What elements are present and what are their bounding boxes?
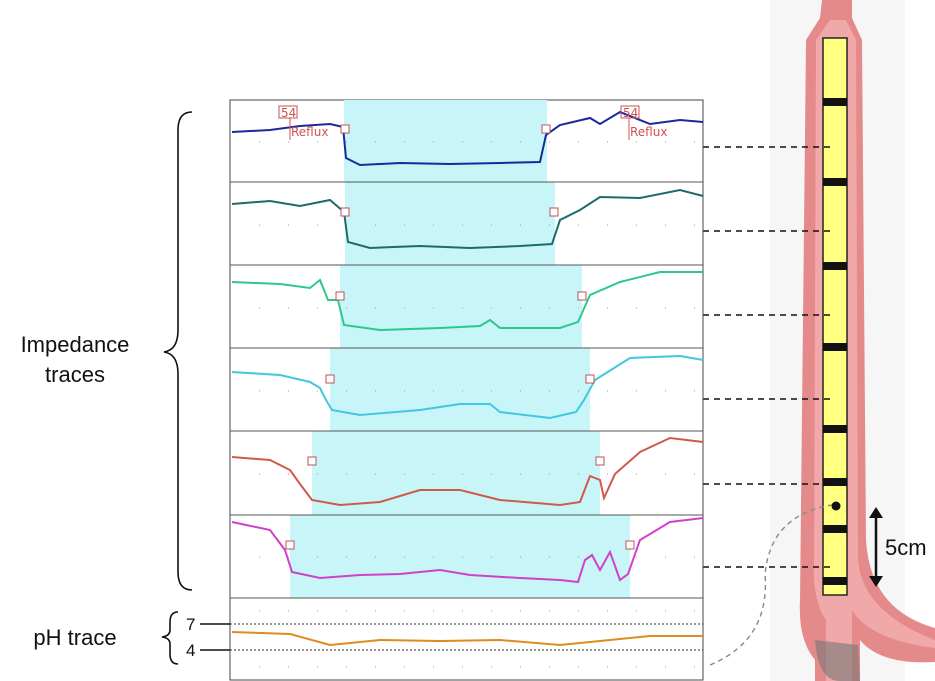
leader-lines [703, 146, 833, 666]
esophagus [770, 0, 935, 681]
ph-label: pH trace [33, 625, 116, 650]
catheter [822, 37, 848, 596]
ph-tick-label: 4 [186, 641, 195, 660]
event-label: Reflux [630, 125, 667, 139]
impedance-label: Impedance [21, 332, 130, 357]
event-marker: 54 [623, 106, 638, 120]
impedance-brace [163, 111, 193, 591]
event-label: Reflux [291, 125, 328, 139]
ph-brace [161, 611, 179, 665]
impedance-label: traces [45, 362, 105, 387]
scale-label: 5cm [885, 535, 927, 560]
ph-tick-label: 7 [186, 615, 195, 634]
trace-panel [229, 99, 704, 681]
event-marker: 54 [281, 106, 296, 120]
scale-arrow [869, 507, 883, 587]
